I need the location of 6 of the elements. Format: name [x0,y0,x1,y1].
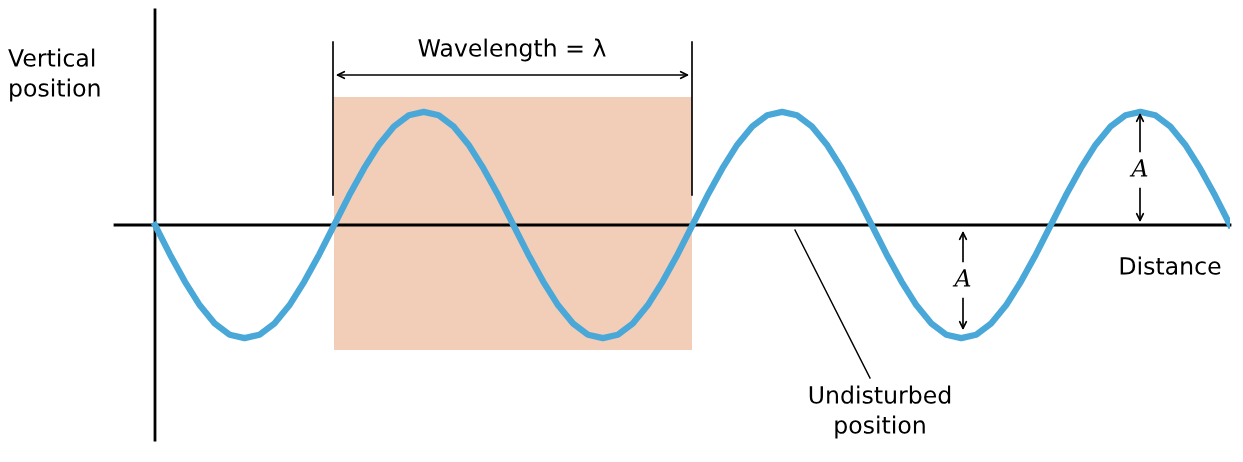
y-axis-title: Vertical position [8,48,100,102]
annotation: A [1129,159,1148,177]
text: Undisturbed position [809,385,951,439]
text: Wavelength = λ [418,38,606,62]
x-axis-title: Distance [1120,256,1221,275]
annotation: A [952,269,971,287]
